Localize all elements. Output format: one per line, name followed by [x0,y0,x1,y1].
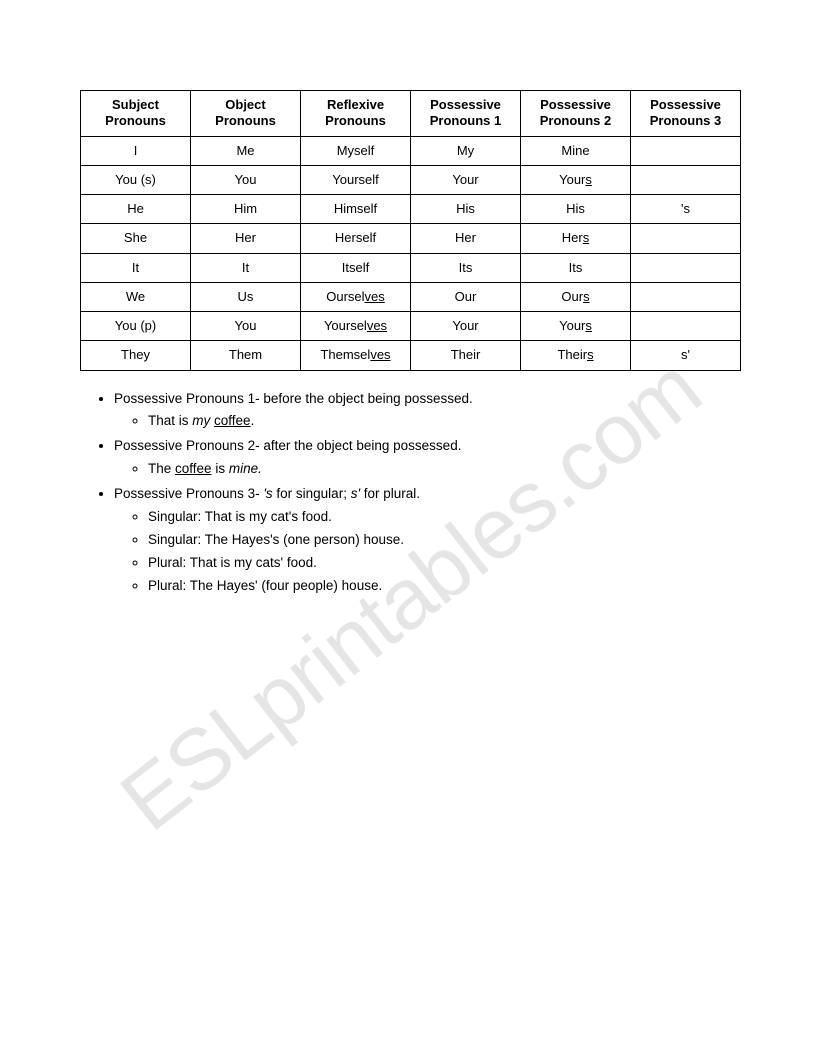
col-header: PossessivePronouns 2 [521,91,631,137]
table-cell: My [411,136,521,165]
col-header: PossessivePronouns 3 [631,91,741,137]
note-item: Possessive Pronouns 2- after the object … [114,436,741,480]
table-cell: Itself [301,253,411,282]
table-row: You (s)YouYourselfYourYours [81,165,741,194]
table-cell: Her [191,224,301,253]
table-cell: Their [411,341,521,370]
table-cell [631,224,741,253]
pronouns-table: SubjectPronouns ObjectPronouns Reflexive… [80,90,741,371]
table-row: IMeMyselfMyMine [81,136,741,165]
table-row: You (p)YouYourselvesYourYours [81,312,741,341]
table-cell: You [191,165,301,194]
note-sublist: That is my coffee. [114,411,741,432]
table-cell [631,136,741,165]
table-cell: Theirs [521,341,631,370]
col-header: ObjectPronouns [191,91,301,137]
table-cell: Your [411,165,521,194]
table-cell [631,253,741,282]
table-cell: 's [631,195,741,224]
note-title: Possessive Pronouns 3- 's for singular; … [114,486,420,501]
note-title: Possessive Pronouns 2- after the object … [114,438,461,453]
table-cell: Mine [521,136,631,165]
table-cell: It [191,253,301,282]
note-sublist: The coffee is mine. [114,459,741,480]
note-example: Singular: That is my cat's food. [148,507,741,528]
table-cell: His [521,195,631,224]
table-cell [631,165,741,194]
table-cell: Ourselves [301,282,411,311]
table-cell: He [81,195,191,224]
note-item: Possessive Pronouns 3- 's for singular; … [114,484,741,597]
table-cell: Him [191,195,301,224]
note-example: Singular: The Hayes's (one person) house… [148,530,741,551]
note-example: The coffee is mine. [148,459,741,480]
note-example: That is my coffee. [148,411,741,432]
col-header: PossessivePronouns 1 [411,91,521,137]
table-cell: Me [191,136,301,165]
note-title: Possessive Pronouns 1- before the object… [114,391,473,406]
table-header: SubjectPronouns ObjectPronouns Reflexive… [81,91,741,137]
table-cell: Her [411,224,521,253]
table-cell: Your [411,312,521,341]
note-sublist: Singular: That is my cat's food. Singula… [114,507,741,597]
table-cell: Yours [521,165,631,194]
table-cell: His [411,195,521,224]
table-cell: Himself [301,195,411,224]
col-header: ReflexivePronouns [301,91,411,137]
table-cell: Yourselves [301,312,411,341]
table-cell: Its [521,253,631,282]
table-cell: Hers [521,224,631,253]
table-row: WeUsOurselvesOurOurs [81,282,741,311]
table-cell: It [81,253,191,282]
table-cell: Our [411,282,521,311]
table-cell: Ours [521,282,631,311]
table-cell: She [81,224,191,253]
table-cell: Us [191,282,301,311]
table-cell [631,312,741,341]
table-cell: Its [411,253,521,282]
table-cell: You [191,312,301,341]
table-cell: You (p) [81,312,191,341]
table-cell: Herself [301,224,411,253]
table-cell: You (s) [81,165,191,194]
note-item: Possessive Pronouns 1- before the object… [114,389,741,433]
notes-list: Possessive Pronouns 1- before the object… [80,389,741,597]
table-cell: They [81,341,191,370]
note-example: Plural: That is my cats' food. [148,553,741,574]
table-cell: Myself [301,136,411,165]
table-cell: Them [191,341,301,370]
table-cell: We [81,282,191,311]
table-cell: Yours [521,312,631,341]
table-cell: Yourself [301,165,411,194]
table-cell: I [81,136,191,165]
table-row: TheyThemThemselvesTheirTheirss' [81,341,741,370]
table-row: HeHimHimselfHisHis's [81,195,741,224]
note-example: Plural: The Hayes' (four people) house. [148,576,741,597]
table-cell [631,282,741,311]
table-row: SheHerHerselfHerHers [81,224,741,253]
table-row: ItItItselfItsIts [81,253,741,282]
col-header: SubjectPronouns [81,91,191,137]
table-cell: Themselves [301,341,411,370]
table-cell: s' [631,341,741,370]
table-body: IMeMyselfMyMineYou (s)YouYourselfYourYou… [81,136,741,370]
document-page: ESLprintables.com SubjectPronouns Object… [0,0,821,1062]
